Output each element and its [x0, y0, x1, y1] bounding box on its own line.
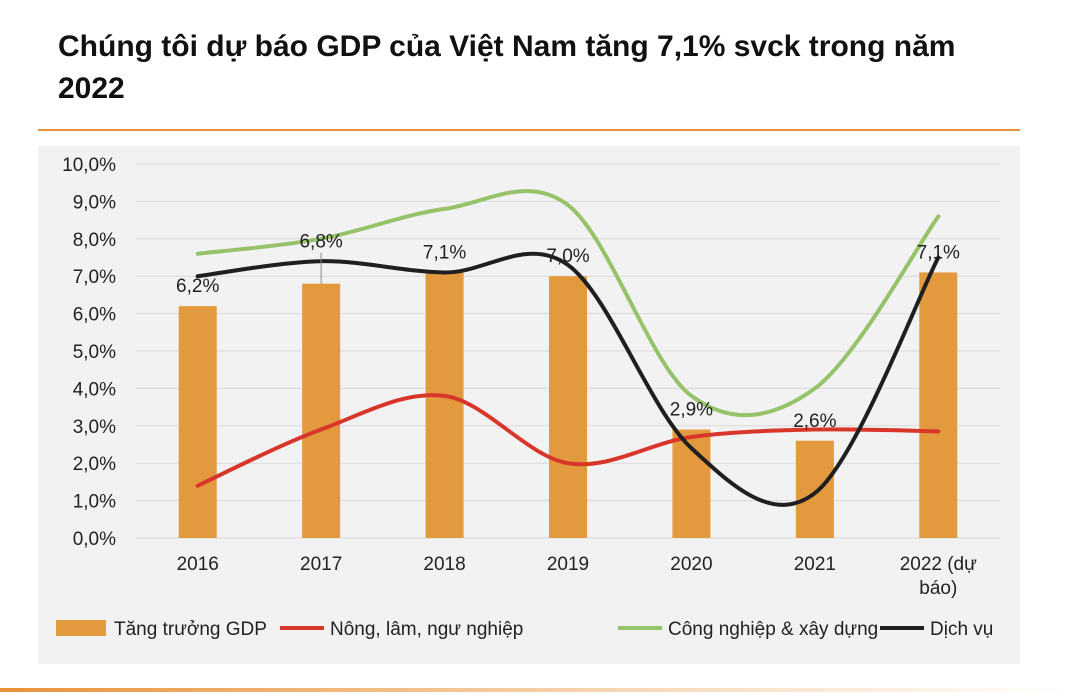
- gdp-bar: [302, 283, 341, 538]
- gdp-bar: [919, 272, 958, 538]
- y-tick-label: 10,0%: [62, 155, 116, 176]
- gdp-bar: [795, 440, 834, 538]
- y-tick-label: 9,0%: [73, 192, 116, 213]
- y-tick-label: 8,0%: [73, 230, 116, 251]
- chart-card: 0,0% 1,0% 2,0% 3,0% 4,0% 5,0% 6,0% 7,0% 8,0% 9,0%…: [38, 146, 1020, 664]
- gdp-data-label: 6,2%: [176, 276, 219, 297]
- line-layer: [195, 189, 941, 507]
- bottom-divider: [0, 688, 1070, 692]
- y-tick-label: 7,0%: [73, 267, 116, 288]
- gdp-chart: 0,0% 1,0% 2,0% 3,0% 4,0% 5,0% 6,0% 7,0% 8,0% 9,0%…: [56, 155, 1000, 640]
- legend-label: Công nghiệp & xây dựng: [668, 619, 878, 640]
- y-tick-label: 0,0%: [73, 529, 116, 550]
- page-title: Chúng tôi dự báo GDP của Việt Nam tăng 7…: [58, 30, 956, 105]
- legend-services: Dịch vụ: [880, 619, 993, 640]
- bar-layer: [178, 272, 958, 538]
- industry-line: [195, 189, 941, 418]
- x-tick-label: 2017: [300, 554, 342, 575]
- y-tick-label: 3,0%: [73, 417, 116, 438]
- y-tick-label: 5,0%: [73, 342, 116, 363]
- gdp-data-label: 7,1%: [917, 242, 960, 263]
- gdp-bar: [425, 272, 464, 538]
- x-tick-label: 2021: [794, 554, 836, 575]
- x-tick-label: 2019: [547, 554, 589, 575]
- y-tick-label: 4,0%: [73, 379, 116, 400]
- gdp-data-label: 6,8%: [299, 232, 342, 253]
- y-tick-label: 1,0%: [73, 492, 116, 513]
- legend-label: Nông, lâm, ngư nghiệp: [330, 619, 523, 640]
- y-tick-label: 2,0%: [73, 454, 116, 475]
- chart-legend: Tăng trưởng GDP Nông, lâm, ngư nghiệp Công…: [56, 619, 993, 640]
- x-axis-ticks: 2016 2017 2018 2019 2020 2021 2022 (dự báo): [177, 554, 978, 599]
- title-divider: [38, 129, 1020, 131]
- legend-label: Dịch vụ: [930, 619, 993, 640]
- gdp-data-label: 2,6%: [793, 411, 836, 432]
- gdp-data-label: 7,0%: [546, 246, 589, 267]
- gdp-data-label: 7,1%: [423, 242, 466, 263]
- legend-agriculture: Nông, lâm, ngư nghiệp: [280, 619, 523, 640]
- x-tick-label: 2022 (dự báo): [900, 554, 977, 599]
- legend-industry: Công nghiệp & xây dựng: [618, 619, 878, 640]
- y-axis-ticks: 0,0% 1,0% 2,0% 3,0% 4,0% 5,0% 6,0% 7,0% 8,0% 9,0%…: [62, 155, 116, 550]
- gdp-data-label: 2,9%: [670, 400, 713, 421]
- bar-data-labels: 6,2% 6,8% 7,1% 7,0% 2,9% 2,6% 7,1%: [176, 232, 960, 432]
- x-tick-label: 2018: [423, 554, 465, 575]
- legend-label: Tăng trưởng GDP: [114, 619, 267, 640]
- y-tick-label: 6,0%: [73, 305, 116, 326]
- services-line: [195, 251, 941, 507]
- x-tick-label: 2016: [177, 554, 219, 575]
- gdp-bar: [178, 306, 217, 538]
- legend-swatch: [56, 620, 106, 636]
- gdp-bar: [549, 276, 587, 538]
- legend-gdp: Tăng trưởng GDP: [56, 619, 267, 640]
- agriculture-line: [195, 393, 941, 488]
- x-tick-label: 2020: [670, 554, 712, 575]
